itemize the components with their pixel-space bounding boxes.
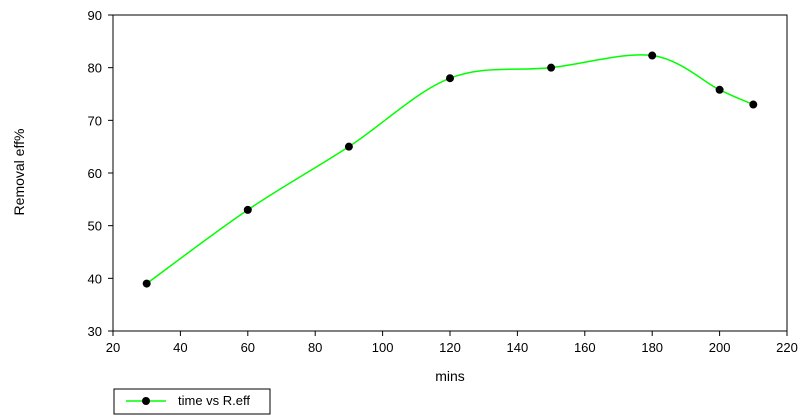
axis-labels: mins Removal eff% bbox=[11, 129, 465, 384]
y-axis-title: Removal eff% bbox=[11, 129, 27, 216]
data-point bbox=[648, 51, 657, 60]
y-tick-label: 90 bbox=[88, 8, 102, 23]
legend-box bbox=[113, 388, 271, 415]
x-tick-label: 20 bbox=[106, 340, 120, 355]
x-axis-title: mins bbox=[435, 368, 465, 384]
y-tick-label: 60 bbox=[88, 166, 102, 181]
x-tick-label: 60 bbox=[241, 340, 255, 355]
y-tick-label: 50 bbox=[88, 219, 102, 234]
data-point bbox=[749, 100, 758, 109]
legend-entry-label: time vs R.eff bbox=[178, 393, 250, 408]
x-tick-label: 40 bbox=[173, 340, 187, 355]
data-point bbox=[547, 63, 556, 72]
axes: 20 40 60 80 100 120 140 160 180 200 220 30 40 50 60 70 8… bbox=[88, 8, 798, 355]
x-tick-label: 200 bbox=[709, 340, 731, 355]
data-point bbox=[344, 142, 353, 151]
data-point bbox=[446, 74, 454, 83]
y-tick-label: 30 bbox=[88, 324, 102, 339]
x-tick-label: 160 bbox=[574, 340, 596, 355]
data-point bbox=[715, 85, 724, 94]
data-point bbox=[243, 205, 252, 214]
x-tick-label: 100 bbox=[372, 340, 394, 355]
legend: time vs R.eff bbox=[113, 388, 271, 415]
x-tick-label: 180 bbox=[641, 340, 663, 355]
y-tick-label: 40 bbox=[88, 271, 102, 286]
x-tick-label: 80 bbox=[308, 340, 322, 355]
data-point bbox=[142, 279, 151, 288]
legend-marker-swatch bbox=[142, 397, 150, 405]
series-layer bbox=[142, 51, 758, 288]
y-tick-label: 80 bbox=[88, 61, 102, 76]
x-tick-label: 140 bbox=[507, 340, 529, 355]
y-tick-label: 70 bbox=[88, 113, 102, 128]
x-tick-label: 220 bbox=[776, 340, 798, 355]
x-tick-label: 120 bbox=[439, 340, 461, 355]
